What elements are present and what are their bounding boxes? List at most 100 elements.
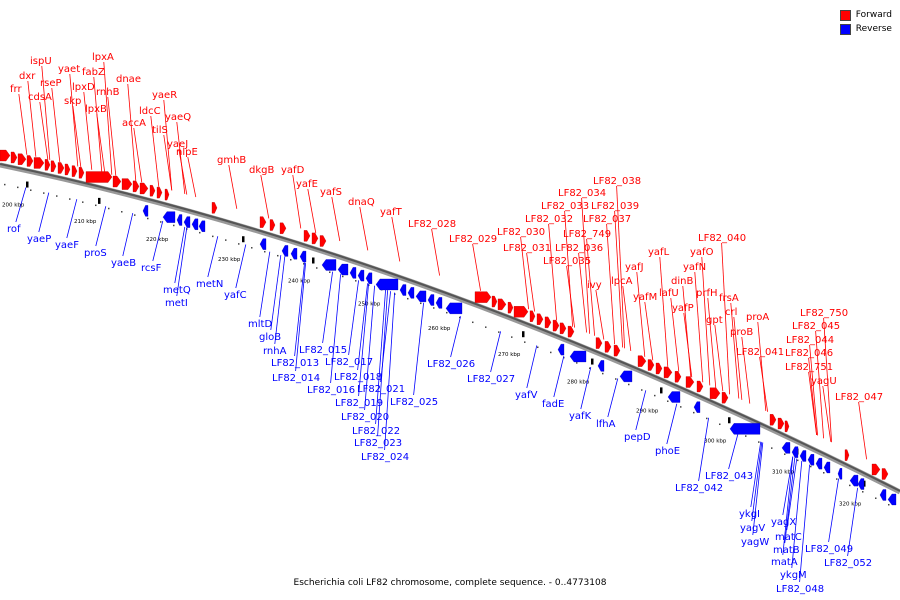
- forward-gene-arrow: [674, 371, 682, 383]
- leader-line: [174, 226, 186, 284]
- leader-line: [694, 271, 704, 383]
- tick-dot: [446, 311, 448, 314]
- reverse-gene-arrow: [557, 343, 565, 356]
- tick-dot: [654, 394, 656, 397]
- gene-label: LF82_026: [427, 359, 475, 370]
- tick-dot: [173, 224, 175, 227]
- tick-label: 270 kbp: [498, 352, 521, 358]
- tick-dot: [355, 280, 357, 282]
- leader-line: [520, 236, 529, 310]
- gene-label: yafP: [672, 303, 694, 314]
- forward-gene-arrow: [132, 180, 140, 193]
- leader-line: [41, 65, 51, 160]
- leader-line: [553, 356, 565, 398]
- tick-dot: [459, 316, 461, 319]
- gene-label: lpxA: [92, 52, 114, 63]
- forward-gene-arrow: [777, 417, 785, 430]
- leader-line: [581, 197, 590, 334]
- tick-major: [728, 417, 731, 424]
- leader-line: [83, 91, 93, 170]
- gene-label: lfhA: [596, 419, 616, 430]
- gene-label: LF82_027: [467, 374, 515, 385]
- reverse-gene-arrow: [791, 446, 799, 458]
- leader-line: [163, 134, 173, 191]
- leader-line: [307, 188, 317, 234]
- leader-line: [127, 83, 137, 181]
- leader-line: [616, 185, 625, 349]
- legend-forward-label: Forward: [855, 10, 892, 20]
- forward-gene-arrow: [721, 392, 729, 404]
- forward-gene-arrow: [259, 216, 267, 228]
- reverse-gene-arrow: [162, 211, 176, 223]
- tick-label: 280 kbp: [567, 380, 590, 386]
- tick-dot: [95, 204, 97, 207]
- forward-gene-arrow: [474, 291, 492, 303]
- leader-line: [69, 73, 79, 167]
- gene-label: ivy: [587, 280, 602, 291]
- legend-forward: Forward: [839, 8, 892, 22]
- gene-label: LF82_021: [357, 384, 405, 395]
- forward-gene-arrow: [311, 232, 319, 245]
- gene-label: yafV: [515, 390, 538, 401]
- forward-gene-arrow: [604, 341, 612, 353]
- gene-label: yafC: [224, 290, 247, 301]
- leader-line: [95, 206, 107, 247]
- tick-dot: [277, 254, 279, 257]
- tick-dot: [433, 307, 435, 309]
- gene-label: gmhB: [217, 155, 246, 166]
- reverse-gene-arrow: [435, 297, 443, 309]
- tick-dot: [290, 258, 292, 261]
- reverse-gene-arrow: [857, 478, 865, 490]
- gene-label: proB: [730, 327, 753, 338]
- leader-lines: [15, 61, 867, 583]
- reverse-gene-arrow: [799, 450, 807, 462]
- tick-dot: [160, 221, 162, 223]
- gene-label: LF82_024: [361, 452, 409, 463]
- gene-label: fadE: [542, 399, 564, 410]
- leader-line: [714, 324, 724, 392]
- leader-line: [51, 87, 61, 163]
- forward-gene-arrow: [0, 149, 11, 162]
- leader-line: [682, 285, 692, 377]
- leader-line: [18, 93, 28, 155]
- gene-label: LF82_018: [334, 372, 382, 383]
- reverse-gene-arrow: [597, 360, 605, 372]
- leader-line: [163, 99, 173, 191]
- gene-label: LF82_025: [390, 397, 438, 408]
- leader-line: [176, 121, 186, 194]
- leader-line: [701, 256, 711, 386]
- leader-line: [698, 417, 709, 482]
- gene-label: yafN: [683, 262, 706, 273]
- tick-major: [242, 236, 245, 243]
- leader-line: [815, 330, 824, 439]
- gene-label: phoE: [655, 446, 680, 457]
- forward-gene-arrow: [303, 230, 311, 242]
- gene-label: LF82_020: [341, 412, 389, 423]
- gene-labels: frr dxr ispU rseP cdsA yaet skp lpxD fabZ lpxA lpx…: [7, 52, 883, 595]
- gene-label: LF82_035: [543, 256, 591, 267]
- forward-gene-arrow: [552, 319, 560, 332]
- leader-line: [72, 105, 82, 168]
- leader-line: [782, 456, 794, 516]
- tick-dot: [329, 271, 331, 273]
- leader-line: [472, 243, 481, 291]
- forward-gene-arrow: [544, 316, 552, 329]
- leader-line: [607, 378, 619, 418]
- gene-label: LF82_038: [593, 176, 641, 187]
- gene-label: metI: [165, 298, 188, 309]
- forward-gene-arrow: [881, 468, 889, 480]
- leader-line: [259, 251, 271, 318]
- tick-major: [312, 257, 315, 264]
- tick-label: 230 kbp: [218, 257, 241, 263]
- leader-line: [808, 371, 817, 436]
- leader-line: [614, 210, 623, 348]
- gene-label: LF82_032: [525, 214, 573, 225]
- tick-major: [26, 181, 29, 188]
- tick-dot: [615, 378, 617, 380]
- leader-line: [809, 344, 818, 436]
- reverse-gene-arrow: [879, 489, 887, 501]
- tick-dot: [108, 207, 110, 210]
- leader-line: [858, 401, 867, 460]
- leader-line: [207, 236, 219, 278]
